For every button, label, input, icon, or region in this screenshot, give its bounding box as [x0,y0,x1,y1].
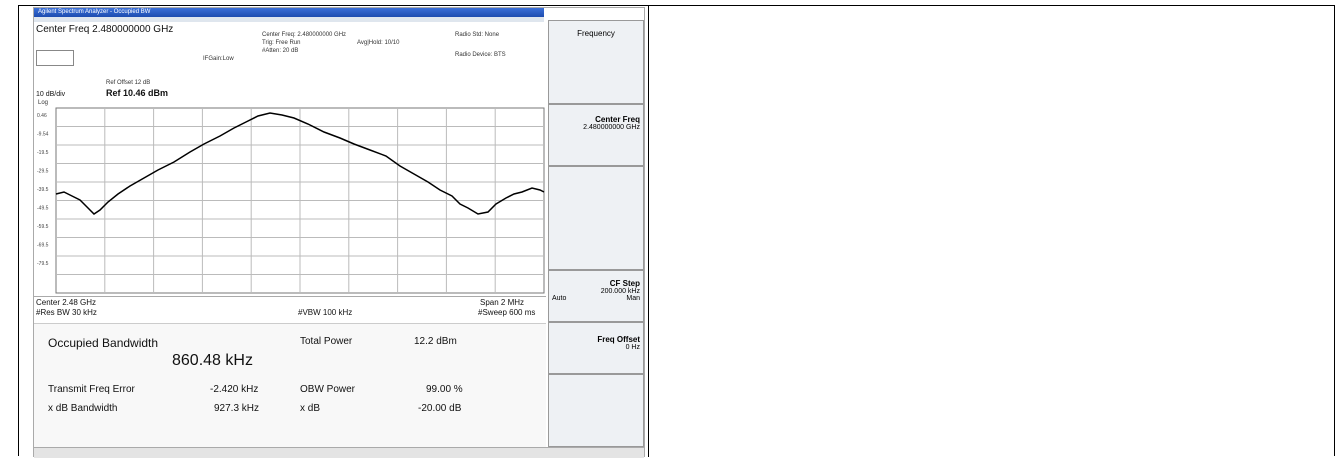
softkey-value: 2.480000000 GHz [583,124,640,131]
meas-label: x dB Bandwidth [48,403,118,414]
table-divider [648,5,649,457]
status-bar [34,447,644,458]
y-tick-label: -59.5 [37,224,49,230]
toolbar [34,17,544,22]
center-freq-small: Center Freq: 2.480000000 GHz [262,32,347,38]
title-bar [34,8,544,17]
softkey-value: 200.000 kHz [600,288,640,295]
softkey-menu: Frequency [548,20,644,104]
y-tick-label: -19.5 [37,150,49,156]
meas-label: x dB [300,403,321,414]
obw-value: 860.48 kHz [172,352,253,369]
meas-value: 927.3 kHz [214,403,260,414]
scale: 10 dB/div [36,91,66,98]
y-tick-label: -79.5 [37,261,49,267]
y-tick-label: -29.5 [37,169,49,175]
softkey-label: Center Freq [595,115,640,124]
footer-sweep: #Sweep 600 ms [478,308,536,317]
softkey-man: Man [626,295,640,302]
softkey-blank [548,374,644,447]
meas-label: OBW Power [300,384,356,395]
measurement-panel [34,323,546,448]
log: Log [38,100,49,106]
y-tick-label: -9.54 [37,132,49,138]
meas-label: Transmit Freq Error [48,384,135,395]
radio-std: Radio Std: None [455,32,500,38]
y-tick-label: -49.5 [37,206,49,212]
softkey-freq-offset[interactable]: Freq Offset 0 Hz [548,322,644,374]
ref-level: Ref 10.46 dBm [106,88,169,98]
meas-label: Total Power [300,336,353,347]
softkey-value: 0 Hz [625,344,640,351]
avg-hold: Avg|Hold: 10/10 [357,40,400,46]
softkey-cf-step[interactable]: CF Step 200.000 kHz Auto Man [548,270,644,322]
meas-value: -2.420 kHz [210,384,259,395]
y-tick-label: -69.5 [37,243,49,249]
softkey-center-freq[interactable]: Center Freq 2.480000000 GHz [548,104,644,166]
table-top [18,5,1335,456]
meas-value: 99.00 % [426,384,463,395]
y-tick-label: -39.5 [37,187,49,193]
footer-span: Span 2 MHz [480,298,525,307]
atten: #Atten: 20 dB [262,48,299,54]
y-tick-label: 0.46 [37,113,47,119]
y-labels: 0.46 -9.54 -19.5 -29.5 -39.5 -49.5 -59.5 -69.5 -… [37,113,49,267]
footer-center: Center 2.48 GHz [36,298,97,307]
meas-value: -20.00 dB [418,403,462,414]
ifgain: IFGain:Low [203,56,234,62]
footer-vbw: #VBW 100 kHz [298,308,353,317]
softkey-blank [548,166,644,270]
footer-band [34,296,546,323]
softkey-auto: Auto [552,295,567,302]
window-title: Agilent Spectrum Analyzer - Occupied BW [38,9,151,15]
softkey-label: CF Step [609,279,640,288]
grid [55,107,545,294]
spectrum-trace [55,112,545,215]
footer-res-bw: #Res BW 30 kHz [36,308,97,317]
center-freq: Center Freq 2.480000000 GHz [36,24,174,35]
softkey-label: Freq Offset [597,335,640,344]
radio-device: Radio Device: BTS [455,52,506,58]
trig: Trig: Free Run [262,40,301,46]
graph: 0.46 -9.54 -19.5 -29.5 -39.5 -49.5 -59.5 -69.5 -… [37,107,545,294]
meas-value: 12.2 dBm [414,336,457,347]
ref-offset: Ref Offset 12 dB [106,80,151,86]
input-box [36,50,74,66]
obw-title: Occupied Bandwidth [48,336,159,350]
